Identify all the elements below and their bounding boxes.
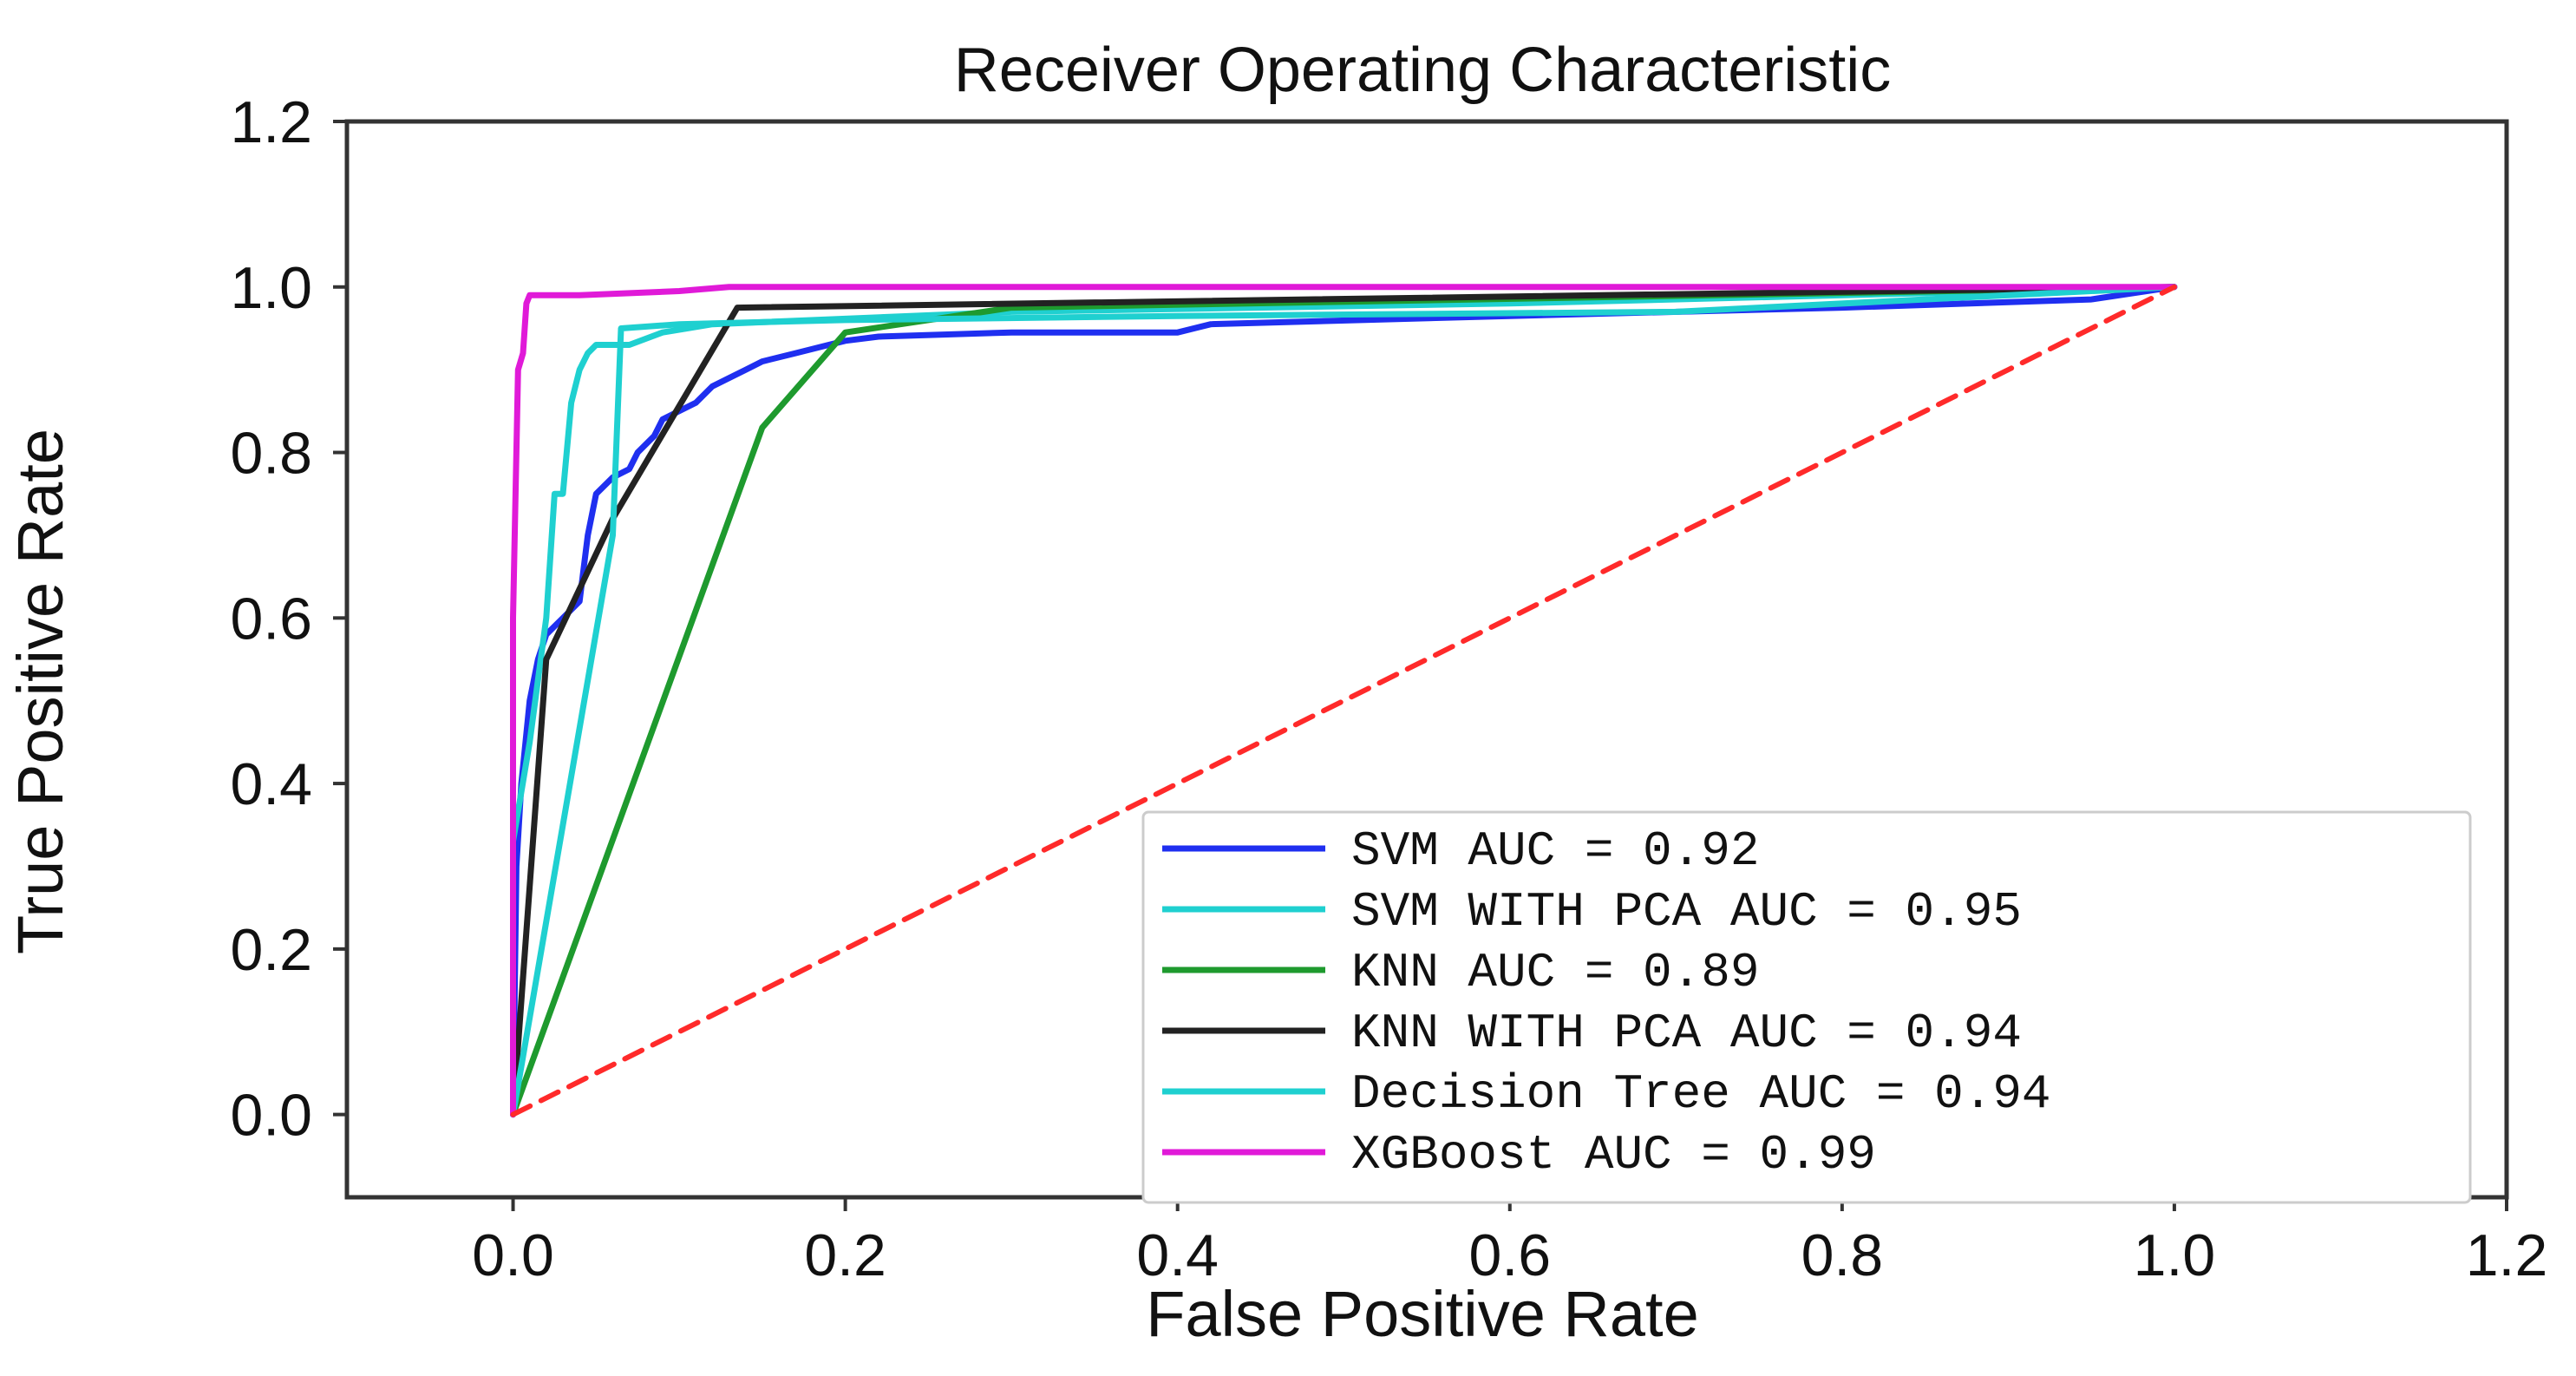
roc-curve-5 <box>510 284 2178 1118</box>
legend-label: XGBoost AUC = 0.99 <box>1351 1127 1876 1183</box>
y-tick-label: 0.6 <box>230 586 312 652</box>
roc-curve-4 <box>510 284 2178 1118</box>
roc-curve-0 <box>510 284 2178 1118</box>
x-tick-label: 0.2 <box>804 1222 886 1288</box>
legend-label: SVM WITH PCA AUC = 0.95 <box>1351 884 2022 940</box>
legend-label: SVM AUC = 0.92 <box>1351 823 1759 879</box>
x-tick-label: 0.8 <box>1801 1222 1884 1288</box>
y-tick-label: 0.4 <box>230 751 312 817</box>
x-tick-label: 1.0 <box>2134 1222 2216 1288</box>
legend-box <box>1141 810 2472 1204</box>
y-tick-label: 1.0 <box>230 255 312 321</box>
y-tick-label: 0.0 <box>230 1083 312 1149</box>
y-tick-label: 0.8 <box>230 421 312 487</box>
axis-ticks: 0.0 0.2 0.4 0.6 0.8 1.0 1.2 0.0 0.2 0.4 0.6 0.8 1.0 1… <box>230 89 2547 1288</box>
y-tick-label: 0.2 <box>230 917 312 983</box>
legend-label: KNN AUC = 0.89 <box>1351 945 1759 1000</box>
x-tick-label: 1.2 <box>2466 1222 2548 1288</box>
x-tick-label: 0.4 <box>1136 1222 1219 1288</box>
chart-title: Receiver Operating Characteristic <box>954 36 1891 105</box>
x-tick-label: 0.6 <box>1469 1222 1552 1288</box>
x-axis-label: False Positive Rate <box>1146 1278 1699 1350</box>
y-tick-label: 1.2 <box>230 89 312 155</box>
chance-diagonal-line <box>510 284 2177 1117</box>
legend-label: KNN WITH PCA AUC = 0.94 <box>1351 1006 2022 1061</box>
y-axis-label: True Positive Rate <box>4 429 76 954</box>
legend-label: Decision Tree AUC = 0.94 <box>1351 1066 2051 1122</box>
x-tick-label: 0.0 <box>472 1222 554 1288</box>
